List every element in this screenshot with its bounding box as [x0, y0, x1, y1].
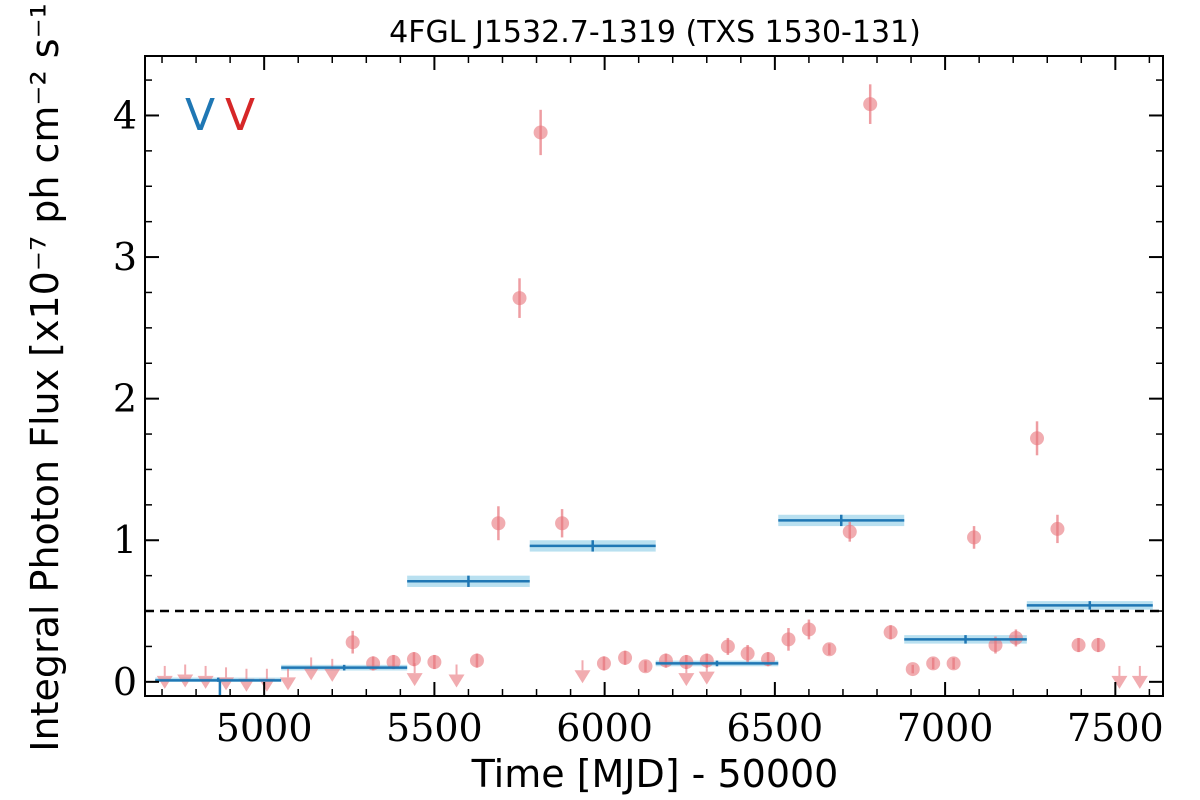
detection-point-8	[533, 109, 548, 156]
x-axis-label: Time [MJD] - 50000	[471, 752, 839, 796]
long-bin-6	[904, 635, 1027, 644]
detection-point-16	[720, 637, 735, 655]
upper-limit-14	[1111, 665, 1128, 689]
x-tick-label-0: 5000	[216, 706, 313, 750]
long-bin-7	[1026, 601, 1153, 610]
chart-title: 4FGL J1532.7-1319 (TXS 1530-131)	[389, 15, 921, 50]
upper-limit-15	[1131, 665, 1148, 689]
upper-limit-10	[448, 664, 465, 688]
detection-point-34	[1091, 637, 1106, 653]
y-tick-label-3: 3	[113, 235, 137, 279]
detection-point-7	[512, 278, 527, 318]
detection-point-24	[883, 625, 898, 640]
detection-point-25	[905, 662, 920, 677]
detection-point-3	[406, 652, 421, 667]
upper-limit-7	[303, 657, 320, 681]
x-tick-label-3: 6500	[727, 706, 824, 750]
long-bin-3	[529, 540, 656, 552]
detection-point-27	[946, 656, 961, 671]
detection-point-28	[967, 526, 982, 549]
detection-point-20	[801, 619, 816, 640]
detection-point-23	[863, 84, 878, 124]
x-tick-label-5: 7500	[1067, 706, 1164, 750]
upper-limit-6	[279, 667, 296, 691]
detection-point-14	[679, 654, 694, 670]
y-tick-label-0: 0	[113, 660, 137, 704]
y-tick-label-4: 4	[113, 93, 137, 137]
detection-point-33	[1071, 637, 1086, 653]
detection-point-10	[596, 656, 611, 671]
detection-point-19	[781, 628, 796, 651]
detection-point-22	[842, 521, 857, 542]
upper-limit-8	[324, 658, 341, 682]
marker-0: V	[185, 90, 215, 141]
upper-limit-1	[177, 664, 194, 688]
upper-limit-4	[238, 668, 255, 692]
y-axis-ticks: 0 1 2 3 4	[113, 79, 1163, 704]
detection-point-31	[1030, 421, 1045, 456]
detection-point-32	[1050, 514, 1065, 544]
x-axis-ticks: 5000 5500 6000 6500 7000 7500	[161, 56, 1164, 750]
y-tick-label-2: 2	[113, 377, 137, 421]
detection-point-26	[926, 656, 941, 671]
x-tick-label-1: 5500	[386, 706, 483, 750]
upper-limit-5	[258, 668, 275, 692]
plot-area	[145, 84, 1163, 696]
detection-point-9	[555, 509, 570, 538]
upper-limit-9	[406, 663, 423, 687]
detection-point-6	[491, 506, 506, 541]
long-bin-0	[155, 677, 282, 696]
axes-frame	[144, 55, 1164, 697]
detection-point-0	[345, 630, 360, 654]
upper-limit-11	[574, 660, 591, 684]
detection-point-17	[740, 645, 755, 663]
detection-point-13	[658, 653, 673, 668]
detection-point-11	[618, 650, 633, 665]
detection-point-21	[822, 642, 837, 657]
detection-point-5	[469, 653, 484, 668]
detection-point-4	[427, 654, 442, 670]
detection-point-12	[638, 659, 653, 674]
long-bin-1	[281, 664, 408, 671]
x-tick-label-4: 7000	[897, 706, 994, 750]
detection-point-30	[1008, 629, 1023, 647]
upper-limit-0	[156, 665, 173, 689]
long-bin-4	[655, 660, 779, 667]
y-tick-label-1: 1	[113, 518, 137, 562]
detection-point-15	[699, 653, 714, 668]
upper-limit-2	[197, 665, 214, 689]
long-bin-5	[778, 514, 905, 527]
x-tick-label-2: 6000	[556, 706, 653, 750]
marker-1: V	[225, 90, 255, 141]
long-bin-2	[407, 575, 530, 587]
y-axis-label: Integral Photon Flux [x10⁻⁷ ph cm⁻² s⁻¹]	[23, 0, 67, 752]
